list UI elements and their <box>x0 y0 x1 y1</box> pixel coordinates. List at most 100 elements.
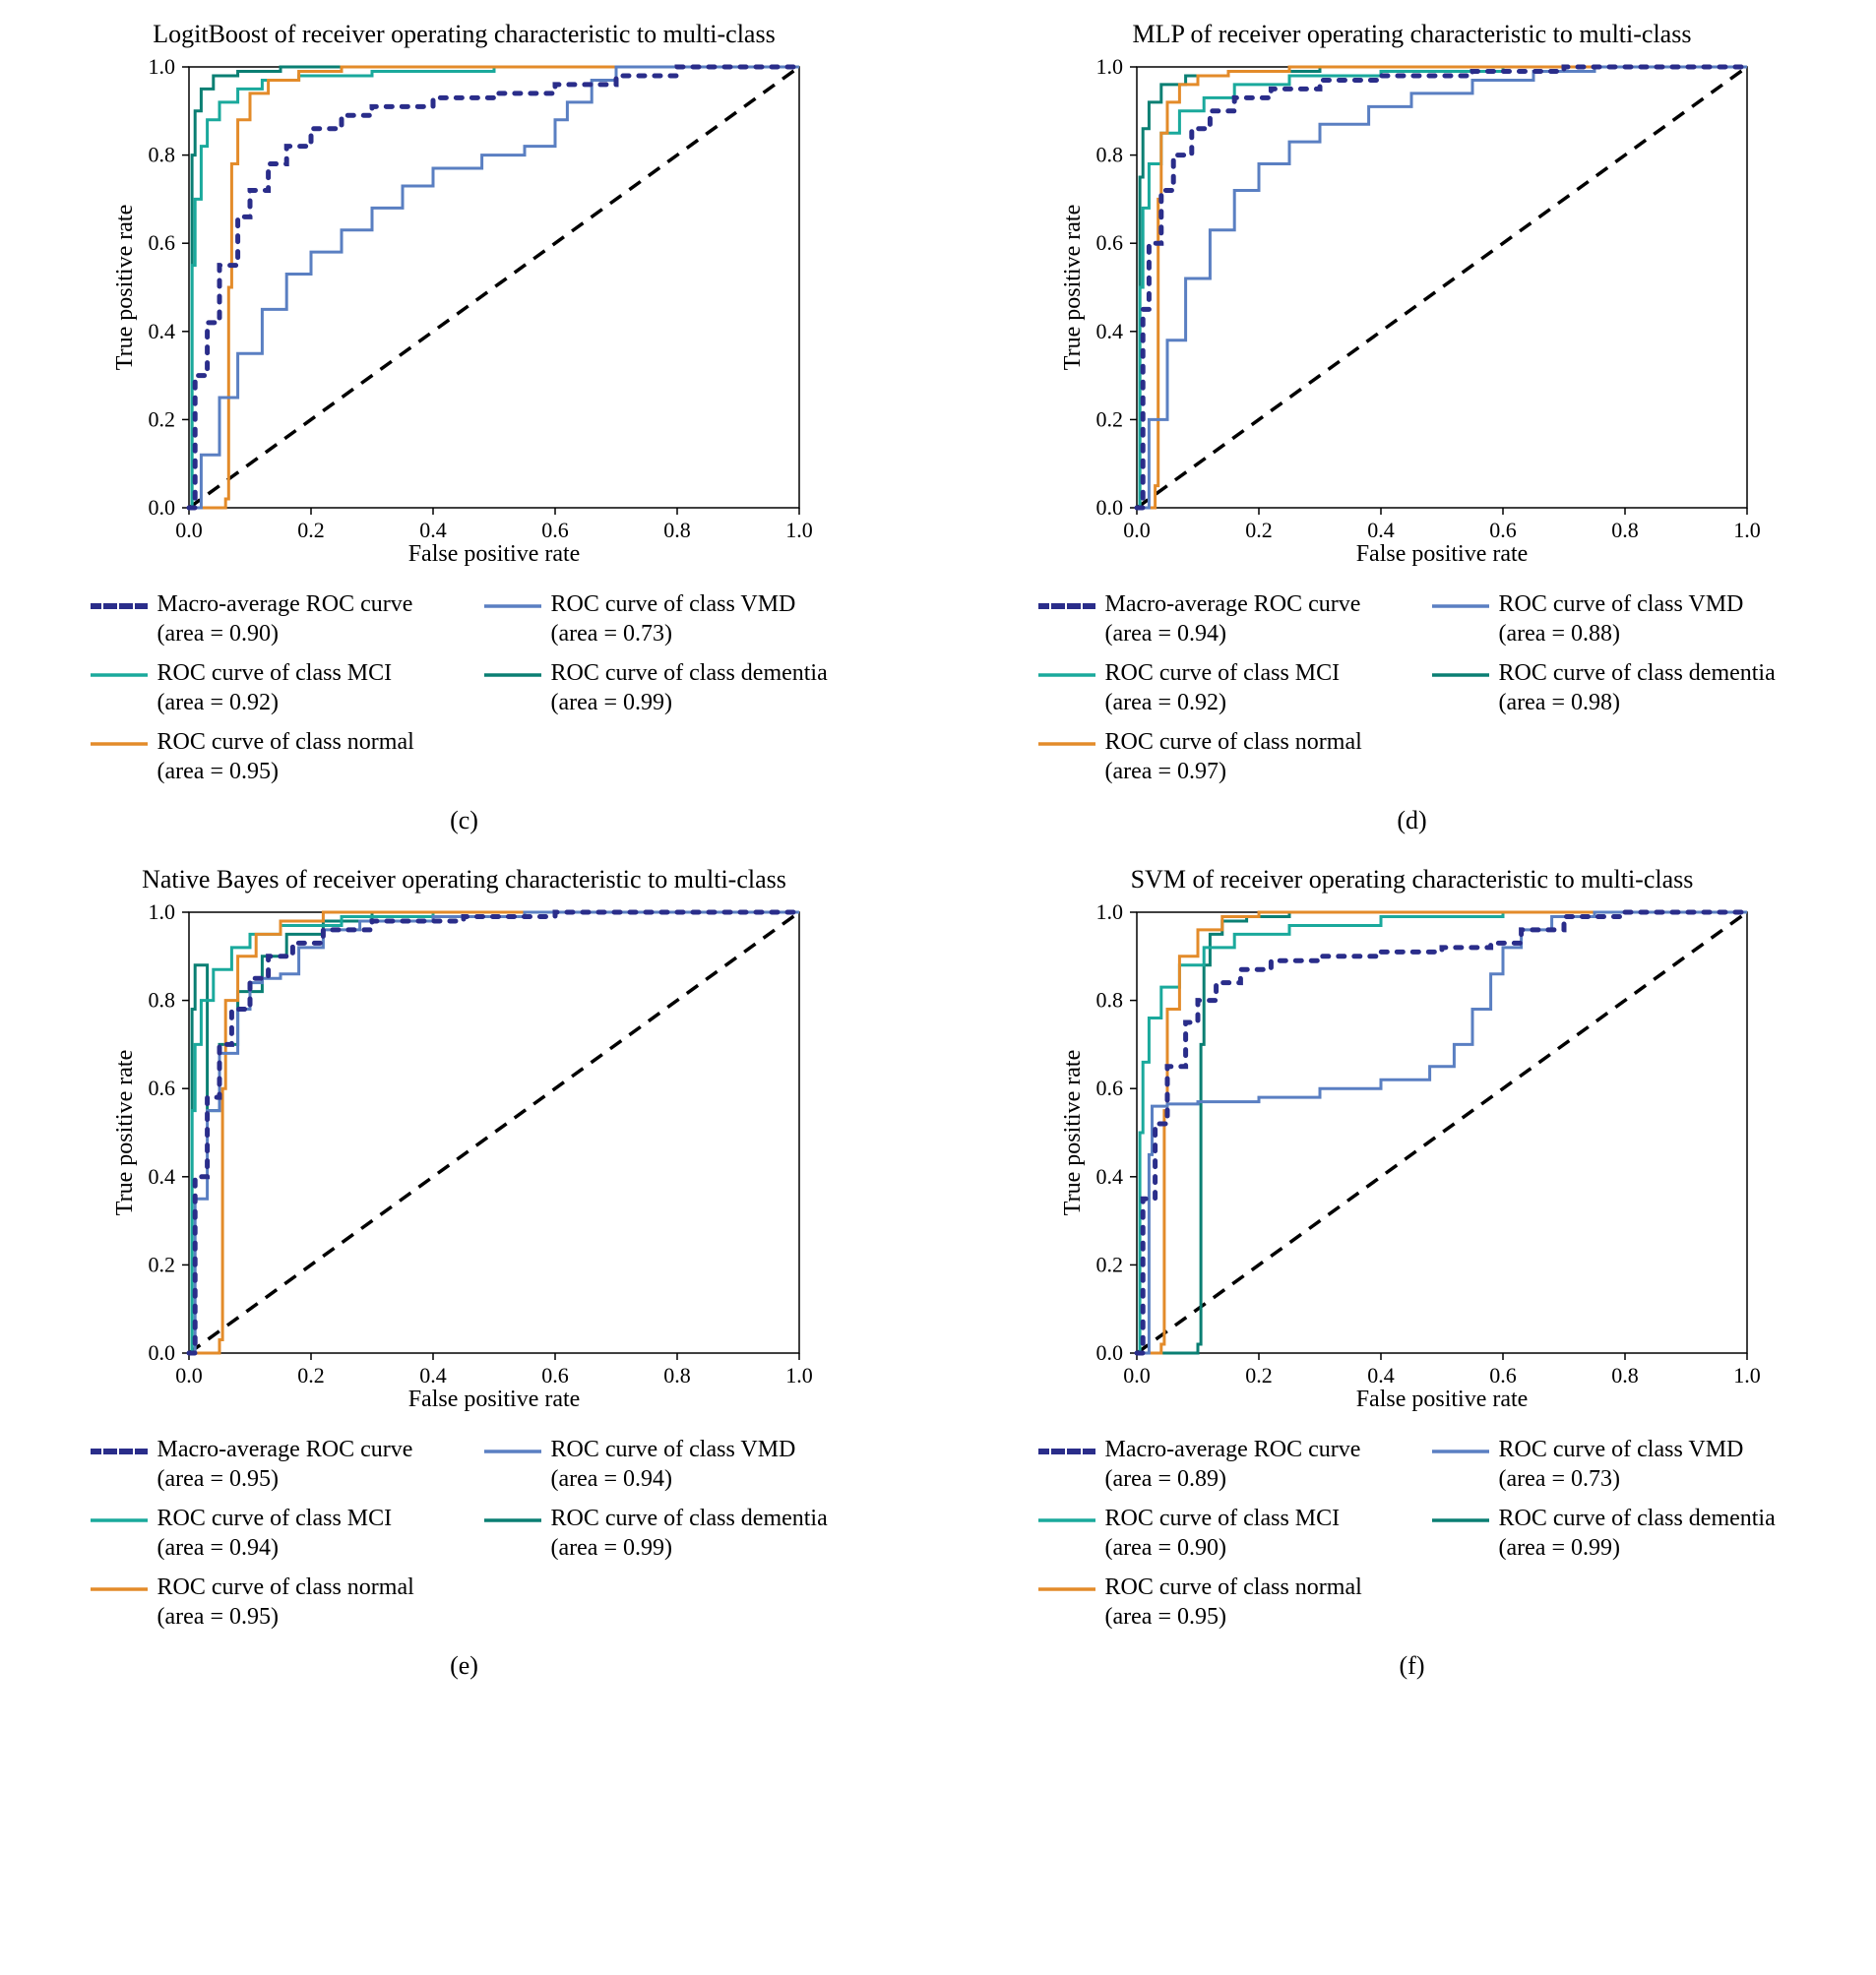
svg-text:0.2: 0.2 <box>1245 518 1273 542</box>
roc-chart-c: 0.00.20.40.60.81.00.00.20.40.60.81.0Fals… <box>110 55 819 567</box>
svg-text:0.8: 0.8 <box>663 1363 691 1388</box>
legend-label: ROC curve of class VMD (area = 0.73) <box>551 589 839 648</box>
legend-item-normal: ROC curve of class normal (area = 0.95) <box>91 1573 445 1632</box>
legend-item-mci: ROC curve of class MCI (area = 0.94) <box>91 1504 445 1563</box>
svg-text:0.8: 0.8 <box>148 988 175 1013</box>
legend-label: ROC curve of class dementia (area = 0.98… <box>1499 658 1786 717</box>
svg-text:0.4: 0.4 <box>419 518 447 542</box>
legend-item-mci: ROC curve of class MCI (area = 0.92) <box>91 658 445 717</box>
legend-label: ROC curve of class normal (area = 0.97) <box>1105 727 1393 786</box>
subcaption: (d) <box>1397 806 1426 835</box>
svg-text:0.8: 0.8 <box>663 518 691 542</box>
legend-item-macro: Macro-average ROC curve (area = 0.95) <box>91 1435 445 1494</box>
legend-swatch-icon <box>1432 603 1489 609</box>
legend-label: ROC curve of class normal (area = 0.95) <box>157 727 445 786</box>
legend-swatch-icon <box>1038 1517 1095 1523</box>
legend-swatch-icon <box>91 672 148 678</box>
legend-swatch-icon <box>484 1517 541 1523</box>
svg-text:0.0: 0.0 <box>175 518 203 542</box>
legend: Macro-average ROC curve (area = 0.95) ROC… <box>91 1435 839 1632</box>
svg-text:0.4: 0.4 <box>1095 1164 1123 1189</box>
svg-text:0.2: 0.2 <box>1245 1363 1273 1388</box>
svg-text:0.6: 0.6 <box>1095 230 1123 255</box>
svg-text:0.8: 0.8 <box>1611 518 1639 542</box>
svg-text:0.8: 0.8 <box>1095 143 1123 167</box>
svg-text:0.0: 0.0 <box>148 495 175 520</box>
legend-swatch-icon <box>1038 741 1095 747</box>
svg-text:0.0: 0.0 <box>1095 1340 1123 1365</box>
legend-label: ROC curve of class dementia (area = 0.99… <box>551 658 839 717</box>
legend-item-dementia: ROC curve of class dementia (area = 0.98… <box>1432 658 1786 717</box>
legend-swatch-icon <box>1432 1517 1489 1523</box>
svg-text:0.0: 0.0 <box>175 1363 203 1388</box>
legend-label: ROC curve of class VMD (area = 0.94) <box>551 1435 839 1494</box>
legend-item-dementia: ROC curve of class dementia (area = 0.99… <box>1432 1504 1786 1563</box>
legend-label: ROC curve of class dementia (area = 0.99… <box>551 1504 839 1563</box>
panel-e: Native Bayes of receiver operating chara… <box>20 865 908 1681</box>
legend-label: ROC curve of class normal (area = 0.95) <box>157 1573 445 1632</box>
panel-c: LogitBoost of receiver operating charact… <box>20 20 908 835</box>
legend: Macro-average ROC curve (area = 0.90) ROC… <box>91 589 839 786</box>
svg-text:0.2: 0.2 <box>148 406 175 431</box>
svg-text:0.6: 0.6 <box>541 1363 569 1388</box>
legend-item-macro: Macro-average ROC curve (area = 0.94) <box>1038 589 1393 648</box>
subcaption: (c) <box>450 806 478 835</box>
legend-swatch-icon <box>484 1449 541 1454</box>
legend-swatch-icon <box>1038 672 1095 678</box>
legend-spacer <box>1432 727 1786 786</box>
svg-text:0.0: 0.0 <box>148 1340 175 1365</box>
legend-spacer <box>1432 1573 1786 1632</box>
legend-item-dementia: ROC curve of class dementia (area = 0.99… <box>484 658 839 717</box>
svg-text:0.2: 0.2 <box>148 1252 175 1276</box>
svg-text:0.0: 0.0 <box>1123 1363 1151 1388</box>
legend-swatch-icon <box>1432 672 1489 678</box>
svg-text:1.0: 1.0 <box>785 518 813 542</box>
svg-text:1.0: 1.0 <box>148 55 175 79</box>
legend-item-normal: ROC curve of class normal (area = 0.95) <box>91 727 445 786</box>
legend-item-vmd: ROC curve of class VMD (area = 0.73) <box>1432 1435 1786 1494</box>
legend-label: ROC curve of class MCI (area = 0.90) <box>1105 1504 1393 1563</box>
svg-text:0.2: 0.2 <box>1095 406 1123 431</box>
svg-text:0.4: 0.4 <box>419 1363 447 1388</box>
y-axis-label: True positive rate <box>1060 205 1086 370</box>
legend-item-dementia: ROC curve of class dementia (area = 0.99… <box>484 1504 839 1563</box>
svg-text:1.0: 1.0 <box>1733 518 1761 542</box>
legend-label: Macro-average ROC curve (area = 0.90) <box>157 589 445 648</box>
legend: Macro-average ROC curve (area = 0.94) ROC… <box>1038 589 1786 786</box>
subcaption: (f) <box>1400 1651 1425 1681</box>
legend-label: ROC curve of class VMD (area = 0.73) <box>1499 1435 1786 1494</box>
svg-text:0.6: 0.6 <box>148 1076 175 1100</box>
legend-swatch-icon <box>91 741 148 747</box>
diagonal-reference-line <box>1137 912 1747 1353</box>
roc-chart-f: 0.00.20.40.60.81.00.00.20.40.60.81.0Fals… <box>1058 900 1767 1412</box>
svg-text:0.4: 0.4 <box>1367 518 1395 542</box>
legend-swatch-icon <box>484 603 541 609</box>
panel-f: SVM of receiver operating characteristic… <box>968 865 1856 1681</box>
legend-label: Macro-average ROC curve (area = 0.89) <box>1105 1435 1393 1494</box>
roc-chart-d: 0.00.20.40.60.81.00.00.20.40.60.81.0Fals… <box>1058 55 1767 567</box>
legend: Macro-average ROC curve (area = 0.89) ROC… <box>1038 1435 1786 1632</box>
legend-spacer <box>484 1573 839 1632</box>
svg-text:0.6: 0.6 <box>541 518 569 542</box>
legend-swatch-icon <box>1038 1586 1095 1592</box>
legend-label: ROC curve of class MCI (area = 0.92) <box>157 658 445 717</box>
legend-swatch-icon <box>1038 603 1095 609</box>
svg-text:1.0: 1.0 <box>1733 1363 1761 1388</box>
legend-swatch-icon <box>91 1586 148 1592</box>
legend-label: Macro-average ROC curve (area = 0.95) <box>157 1435 445 1494</box>
svg-text:0.8: 0.8 <box>1611 1363 1639 1388</box>
x-axis-label: False positive rate <box>1355 1387 1528 1412</box>
diagonal-reference-line <box>1137 67 1747 508</box>
svg-text:0.0: 0.0 <box>1095 495 1123 520</box>
chart-title: LogitBoost of receiver operating charact… <box>153 20 775 49</box>
diagonal-reference-line <box>189 67 799 508</box>
svg-text:0.2: 0.2 <box>297 518 325 542</box>
y-axis-label: True positive rate <box>112 1050 138 1215</box>
x-axis-label: False positive rate <box>407 1387 580 1412</box>
panel-d: MLP of receiver operating characteristic… <box>968 20 1856 835</box>
legend-swatch-icon <box>484 672 541 678</box>
svg-text:1.0: 1.0 <box>1095 55 1123 79</box>
subcaption: (e) <box>450 1651 478 1681</box>
svg-text:1.0: 1.0 <box>148 900 175 924</box>
legend-item-mci: ROC curve of class MCI (area = 0.90) <box>1038 1504 1393 1563</box>
